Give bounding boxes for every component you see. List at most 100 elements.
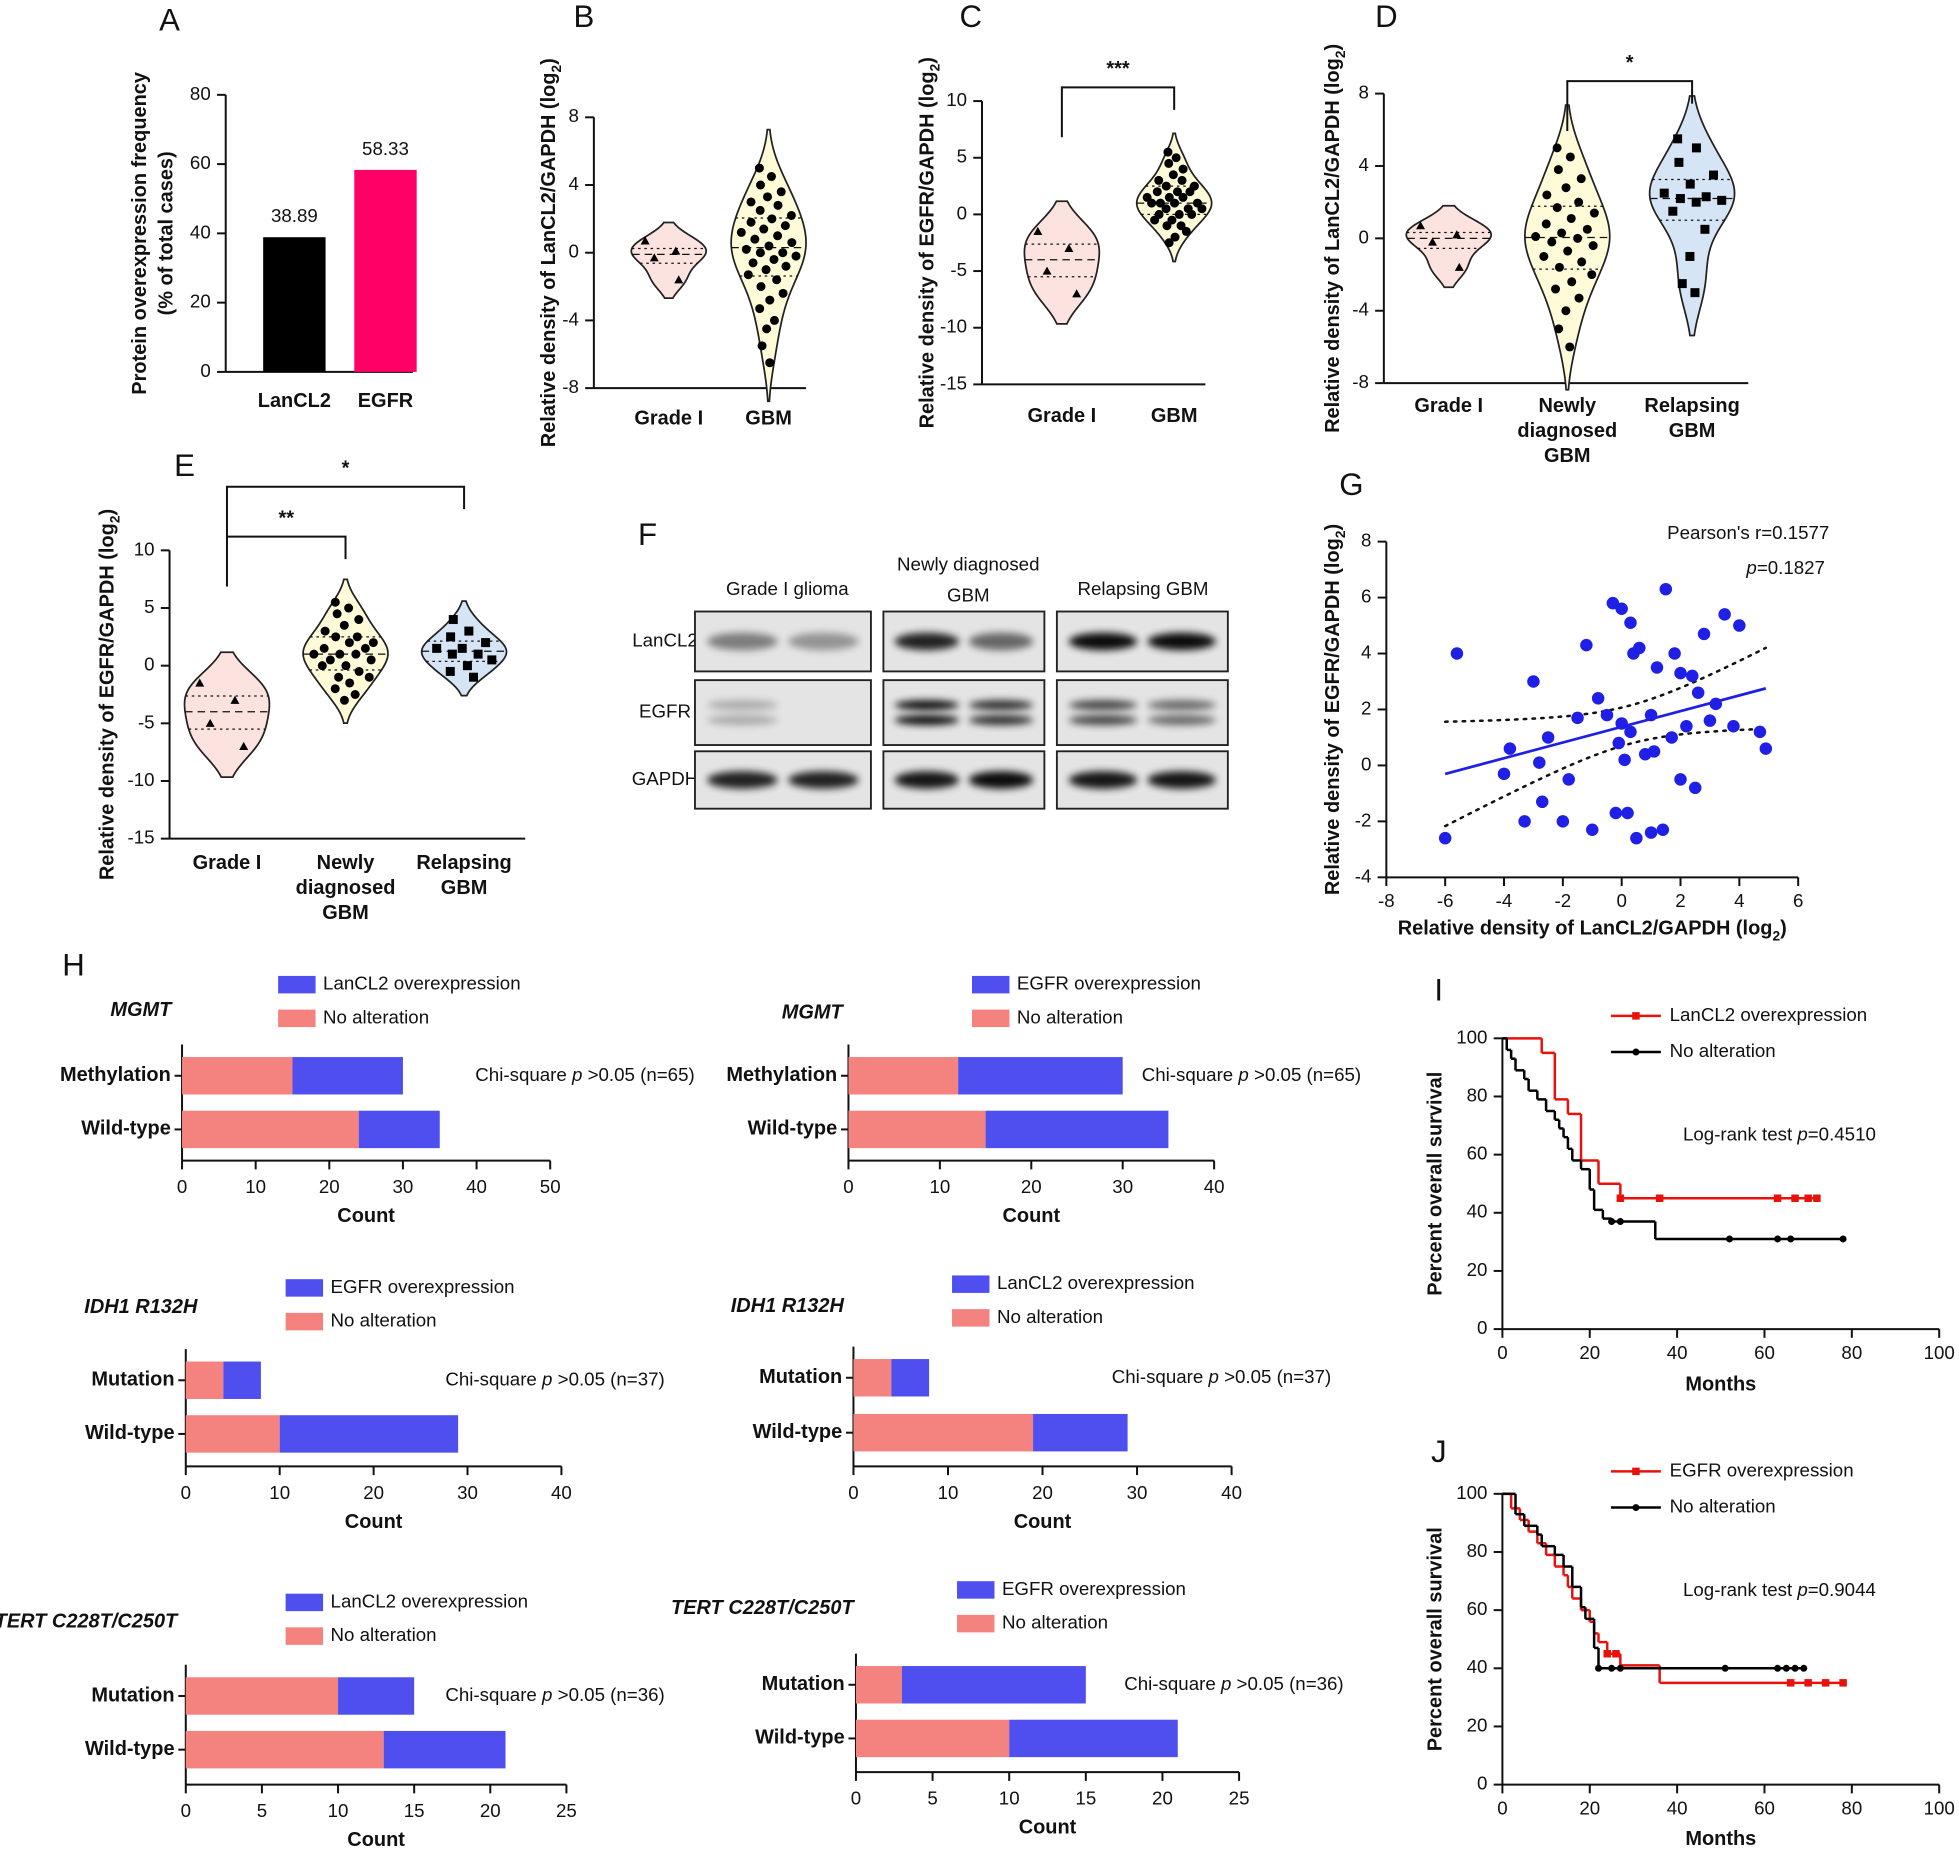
point	[1703, 714, 1717, 727]
censor-mark	[1791, 1664, 1799, 1672]
bar	[263, 237, 326, 372]
point	[1700, 224, 1710, 234]
y-tick-label: 4	[1361, 641, 1371, 662]
point	[761, 265, 771, 275]
y-axis-title: Percent overall survival	[1425, 1527, 1447, 1751]
point	[320, 626, 330, 636]
x-axis-title: Count	[347, 1829, 405, 1851]
x-tick-label: 10	[245, 1176, 266, 1197]
y-tick-label: -15	[940, 372, 967, 393]
x-tick-label: LanCL2	[258, 390, 331, 412]
point	[743, 270, 753, 280]
point	[1531, 232, 1541, 242]
panel-label: F	[638, 517, 657, 552]
annotation-part: =0.4510	[1808, 1124, 1876, 1145]
y-axis-title-part: )	[917, 57, 939, 64]
chart-title: MGMT	[782, 1002, 845, 1024]
x-tick-label: 0	[1616, 890, 1626, 911]
legend-label: No alteration	[997, 1306, 1103, 1327]
point	[464, 626, 474, 636]
point	[462, 661, 472, 671]
point	[750, 234, 760, 244]
blot-band	[894, 700, 960, 711]
point	[1454, 262, 1464, 271]
legend-swatch	[972, 975, 1010, 994]
blot-band	[968, 700, 1034, 711]
x-tick-label: 40	[1204, 1176, 1225, 1197]
annotation-part: Chi-square	[475, 1064, 572, 1085]
legend-label: EGFR overexpression	[1670, 1459, 1854, 1480]
point	[368, 638, 378, 648]
censor-mark	[1839, 1235, 1847, 1243]
x-tick-label: 80	[1841, 1798, 1862, 1819]
point	[1600, 708, 1614, 722]
point	[1552, 203, 1562, 213]
annotation-part: p	[541, 1368, 552, 1389]
chart-title: IDH1 R132H	[84, 1296, 198, 1318]
point	[1659, 188, 1669, 198]
y-tick-label: 0	[1477, 1317, 1487, 1338]
blot-band	[894, 632, 960, 651]
point	[746, 197, 756, 207]
annotation-part: Log-rank test	[1683, 1579, 1797, 1600]
y-axis-title-part: 2	[927, 63, 942, 71]
point	[205, 718, 215, 727]
annotation: Log-rank test p=0.4510	[1683, 1124, 1876, 1145]
x-tick-label: Grade I	[1414, 395, 1483, 417]
point	[773, 231, 783, 241]
point	[1691, 143, 1701, 153]
point	[335, 649, 345, 659]
y-tick-label: 8	[1361, 530, 1371, 551]
legend-swatch	[285, 1279, 324, 1297]
blot-band	[968, 632, 1034, 651]
blot-band	[1068, 700, 1138, 711]
x-tick-label: 20	[363, 1482, 384, 1503]
x-tick-label: 5	[927, 1788, 937, 1809]
point	[432, 643, 442, 653]
point	[1567, 277, 1577, 287]
significance-label: ***	[1106, 58, 1130, 80]
point	[317, 661, 327, 671]
point	[330, 597, 340, 607]
annotation-part: Log-rank test	[1683, 1124, 1797, 1145]
x-tick-label: 0	[177, 1176, 187, 1197]
point	[1624, 725, 1637, 739]
point	[766, 172, 776, 182]
annotation-part: Chi-square	[445, 1684, 542, 1705]
x-tick-label: Grade I	[193, 852, 262, 874]
x-tick-label: -6	[1437, 890, 1454, 911]
legend-label: LanCL2 overexpression	[323, 973, 521, 994]
point	[741, 244, 751, 254]
censor-mark	[1800, 1664, 1808, 1672]
y-tick-label: 60	[190, 152, 211, 173]
point	[736, 227, 746, 237]
point	[1759, 742, 1773, 755]
censor-mark	[1595, 1664, 1602, 1672]
y-tick-label: 10	[946, 89, 967, 110]
point	[1556, 815, 1570, 828]
point	[781, 261, 791, 271]
blot-band	[1068, 632, 1138, 651]
annotation-part: p	[571, 1064, 582, 1085]
violin-body	[1023, 200, 1101, 325]
point	[1588, 241, 1598, 251]
y-tick-label: 100	[1456, 1026, 1487, 1047]
panel-label: C	[959, 0, 982, 34]
point	[334, 672, 344, 682]
annotation-part: =0.1827	[1757, 557, 1825, 578]
annotation-part: >0.05 (n=65)	[582, 1064, 694, 1085]
point	[1033, 226, 1043, 235]
point	[1727, 720, 1740, 733]
y-tick-label: 20	[190, 291, 211, 312]
point	[1527, 675, 1540, 688]
censor-mark	[1721, 1664, 1729, 1672]
bar-segment	[338, 1677, 415, 1715]
y-axis-title: Relative density of LanCL2/GAPDH (log2)	[1322, 44, 1348, 433]
y-tick-label: -5	[950, 259, 967, 280]
point	[1565, 152, 1575, 162]
bar-segment	[958, 1057, 1123, 1095]
y-tick-label: Wild-type	[85, 1738, 175, 1760]
point	[1571, 711, 1584, 725]
point	[239, 741, 249, 750]
point	[1587, 270, 1597, 280]
